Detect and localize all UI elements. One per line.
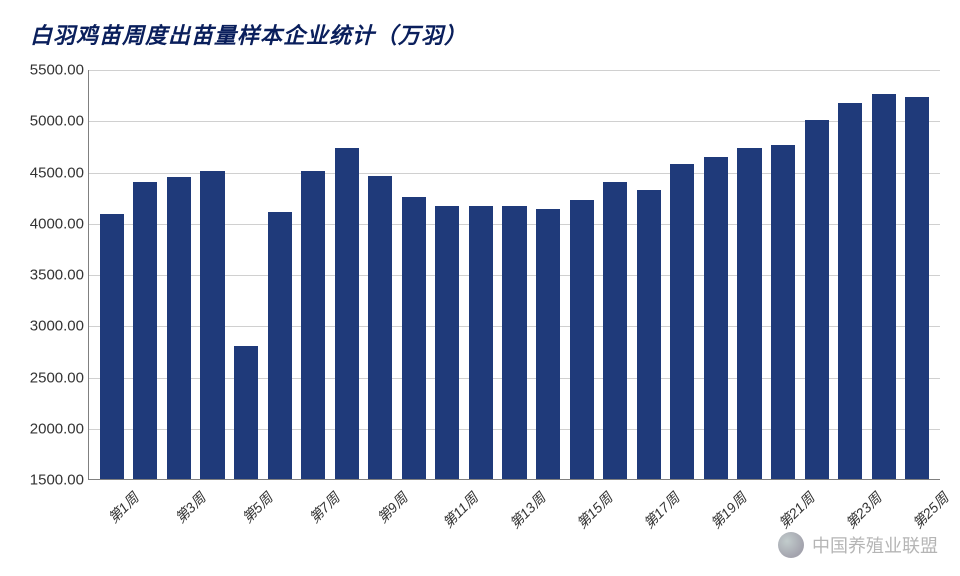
bar: [637, 190, 661, 479]
x-label-slot: 第9周: [363, 484, 397, 564]
bar-slot: [397, 70, 431, 479]
x-label-slot: [598, 484, 632, 564]
bar-slot: [196, 70, 230, 479]
bar: [771, 145, 795, 479]
bar: [435, 206, 459, 479]
x-label-slot: 第17周: [632, 484, 666, 564]
bar-slot: [364, 70, 398, 479]
watermark: 中国养殖业联盟: [778, 532, 938, 558]
x-label-slot: 第19周: [699, 484, 733, 564]
bar: [670, 164, 694, 479]
bar-slot: [263, 70, 297, 479]
plot-area: [88, 70, 940, 480]
x-tick-label: 第25周: [908, 488, 953, 533]
x-label-slot: [396, 484, 430, 564]
y-tick-label: 5000.00: [14, 113, 84, 130]
bar-slot: [598, 70, 632, 479]
bar: [536, 209, 560, 479]
bar-slot: [531, 70, 565, 479]
bar-slot: [733, 70, 767, 479]
x-label-slot: 第5周: [228, 484, 262, 564]
y-tick-label: 3000.00: [14, 318, 84, 335]
x-label-slot: [329, 484, 363, 564]
bar-slot: [95, 70, 129, 479]
bars-group: [89, 70, 940, 479]
chart-title: 白羽鸡苗周度出苗量样本企业统计（万羽）: [30, 18, 467, 50]
x-label-slot: 第7周: [296, 484, 330, 564]
x-label-slot: [531, 484, 565, 564]
bar-slot: [565, 70, 599, 479]
bar: [570, 200, 594, 479]
x-label-slot: [665, 484, 699, 564]
bar: [502, 206, 526, 479]
bar: [301, 171, 325, 479]
x-label-slot: 第3周: [161, 484, 195, 564]
bar-slot: [766, 70, 800, 479]
x-label-slot: 第11周: [430, 484, 464, 564]
y-tick-label: 4000.00: [14, 215, 84, 232]
bar-slot: [162, 70, 196, 479]
bar-slot: [296, 70, 330, 479]
x-label-slot: [128, 484, 162, 564]
x-label-slot: 第1周: [94, 484, 128, 564]
bar: [268, 212, 292, 479]
x-label-slot: [195, 484, 229, 564]
y-tick-label: 4500.00: [14, 164, 84, 181]
bar: [133, 182, 157, 479]
bar: [704, 157, 728, 479]
bar-slot: [229, 70, 263, 479]
bar: [167, 177, 191, 479]
y-tick-label: 3500.00: [14, 267, 84, 284]
bar-slot: [800, 70, 834, 479]
y-tick-label: 5500.00: [14, 62, 84, 79]
x-label-slot: 第13周: [497, 484, 531, 564]
bar-slot: [867, 70, 901, 479]
x-label-slot: 第15周: [564, 484, 598, 564]
chart-container: 白羽鸡苗周度出苗量样本企业统计（万羽） 1500.00 2000.00 2500.0…: [0, 0, 960, 576]
bar-slot: [901, 70, 935, 479]
bar-slot: [666, 70, 700, 479]
bar: [872, 94, 896, 479]
bar: [200, 171, 224, 479]
bar-slot: [464, 70, 498, 479]
bar-slot: [632, 70, 666, 479]
bar-slot: [129, 70, 163, 479]
y-tick-label: 2500.00: [14, 369, 84, 386]
bar: [805, 120, 829, 479]
bar: [402, 197, 426, 479]
watermark-icon: [778, 532, 804, 558]
bar-slot: [431, 70, 465, 479]
bar: [100, 214, 124, 479]
bar: [737, 148, 761, 479]
y-tick-label: 2000.00: [14, 420, 84, 437]
bar: [905, 97, 929, 479]
bar: [234, 346, 258, 479]
bar-slot: [330, 70, 364, 479]
watermark-text: 中国养殖业联盟: [812, 532, 938, 558]
x-label-slot: [732, 484, 766, 564]
bar: [469, 206, 493, 479]
bar: [368, 176, 392, 479]
bar-slot: [833, 70, 867, 479]
y-tick-label: 1500.00: [14, 472, 84, 489]
x-label-slot: [262, 484, 296, 564]
bar-slot: [498, 70, 532, 479]
x-label-slot: [464, 484, 498, 564]
bar-slot: [699, 70, 733, 479]
bar: [603, 182, 627, 479]
bar: [335, 148, 359, 479]
bar: [838, 103, 862, 479]
